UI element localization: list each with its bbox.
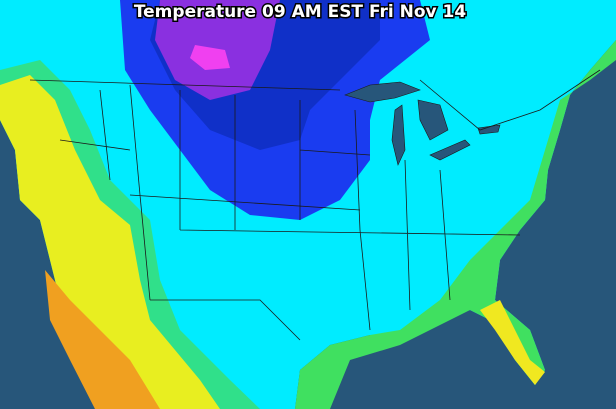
lake-huron: [417, 99, 449, 141]
orange-band-west: [45, 270, 160, 409]
lake-superior: [344, 81, 421, 103]
lake-michigan: [391, 104, 406, 166]
country-border: [29, 69, 601, 131]
yellow-florida: [480, 300, 545, 385]
lake-erie: [429, 139, 471, 161]
yellow-band-west: [0, 75, 220, 409]
map-title: Temperature 09 AM EST Fri Nov 14: [134, 2, 467, 22]
magenta-core: [190, 45, 230, 70]
green-band-east: [295, 40, 616, 409]
state-borders: [59, 84, 521, 341]
